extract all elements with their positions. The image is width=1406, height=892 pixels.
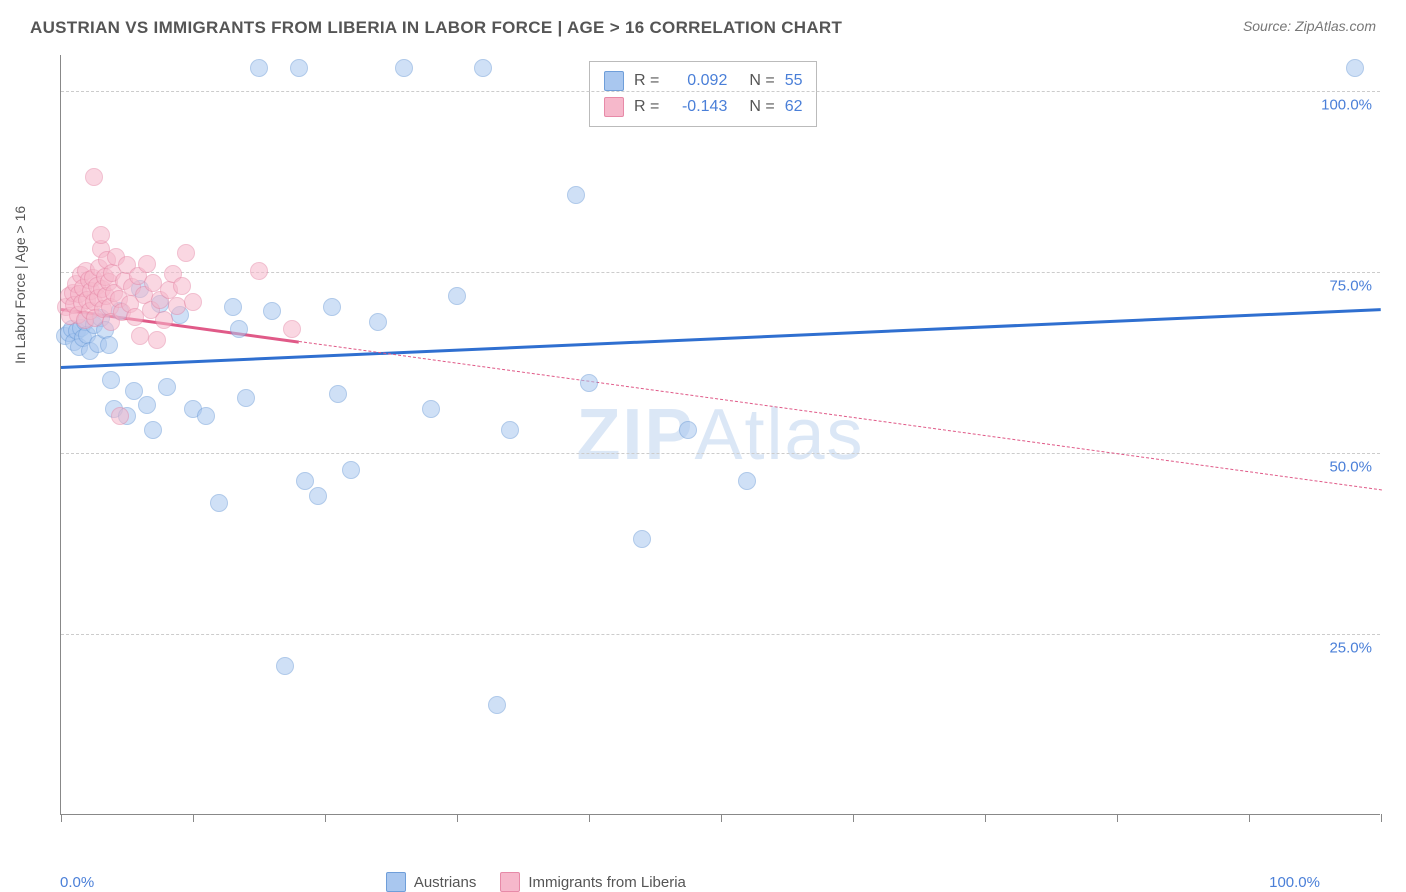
legend-n-value: 62 (785, 94, 803, 120)
data-point (738, 472, 756, 490)
gridline (61, 634, 1380, 635)
legend-item: Immigrants from Liberia (500, 872, 686, 892)
x-tick (589, 814, 590, 822)
data-point (131, 327, 149, 345)
data-point (148, 331, 166, 349)
legend-r-value: -0.143 (669, 94, 727, 120)
data-point (633, 530, 651, 548)
data-point (111, 407, 129, 425)
data-point (369, 313, 387, 331)
data-point (138, 255, 156, 273)
x-tick (853, 814, 854, 822)
gridline (61, 453, 1380, 454)
data-point (290, 59, 308, 77)
data-point (230, 320, 248, 338)
trend-line (61, 308, 1381, 369)
data-point (125, 382, 143, 400)
correlation-legend: R = 0.092 N = 55 R = -0.143 N = 62 (589, 61, 817, 127)
x-axis-max-label: 100.0% (1269, 874, 1320, 891)
x-tick (61, 814, 62, 822)
data-point (448, 287, 466, 305)
y-tick-label: 75.0% (1329, 278, 1372, 295)
series-legend: Austrians Immigrants from Liberia (386, 872, 686, 892)
page-title: AUSTRIAN VS IMMIGRANTS FROM LIBERIA IN L… (30, 18, 842, 38)
legend-n-label: N = (749, 94, 774, 120)
y-tick-label: 100.0% (1321, 97, 1372, 114)
data-point (567, 186, 585, 204)
data-point (276, 657, 294, 675)
data-point (250, 262, 268, 280)
legend-n-value: 55 (785, 68, 803, 94)
data-point (1346, 59, 1364, 77)
legend-r-label: R = (634, 68, 659, 94)
gridline (61, 91, 1380, 92)
legend-row: R = 0.092 N = 55 (604, 68, 802, 94)
data-point (102, 371, 120, 389)
trend-line (299, 341, 1382, 490)
data-point (309, 487, 327, 505)
data-point (144, 421, 162, 439)
x-tick (193, 814, 194, 822)
data-point (263, 302, 281, 320)
x-axis-row: 0.0% Austrians Immigrants from Liberia 10… (30, 872, 1380, 892)
x-tick (1381, 814, 1382, 822)
data-point (323, 298, 341, 316)
x-axis-min-label: 0.0% (60, 874, 94, 891)
data-point (92, 226, 110, 244)
data-point (85, 168, 103, 186)
y-axis-label: In Labor Force | Age > 16 (12, 206, 28, 364)
data-point (488, 696, 506, 714)
legend-swatch (500, 872, 520, 892)
data-point (237, 389, 255, 407)
legend-n-label: N = (749, 68, 774, 94)
x-tick (1249, 814, 1250, 822)
data-point (138, 396, 156, 414)
data-point (155, 311, 173, 329)
data-point (224, 298, 242, 316)
y-tick-label: 25.0% (1329, 640, 1372, 657)
data-point (329, 385, 347, 403)
legend-row: R = -0.143 N = 62 (604, 94, 802, 120)
x-tick (457, 814, 458, 822)
y-tick-label: 50.0% (1329, 459, 1372, 476)
legend-swatch (604, 71, 624, 91)
data-point (250, 59, 268, 77)
legend-item: Austrians (386, 872, 477, 892)
scatter-plot: ZIPAtlas R = 0.092 N = 55 R = -0.143 N = 62 25.… (60, 55, 1380, 815)
data-point (210, 494, 228, 512)
data-point (501, 421, 519, 439)
legend-r-label: R = (634, 94, 659, 120)
data-point (296, 472, 314, 490)
data-point (474, 59, 492, 77)
data-point (422, 400, 440, 418)
data-point (184, 293, 202, 311)
x-tick (721, 814, 722, 822)
legend-swatch (604, 97, 624, 117)
data-point (173, 277, 191, 295)
data-point (395, 59, 413, 77)
x-tick (985, 814, 986, 822)
data-point (100, 336, 118, 354)
source-attribution: Source: ZipAtlas.com (1243, 18, 1376, 34)
data-point (177, 244, 195, 262)
watermark: ZIPAtlas (576, 394, 864, 476)
chart-container: In Labor Force | Age > 16 ZIPAtlas R =0.… (30, 55, 1380, 815)
data-point (679, 421, 697, 439)
data-point (580, 374, 598, 392)
x-tick (1117, 814, 1118, 822)
data-point (283, 320, 301, 338)
x-tick (325, 814, 326, 822)
data-point (158, 378, 176, 396)
legend-r-value: 0.092 (669, 68, 727, 94)
data-point (197, 407, 215, 425)
data-point (342, 461, 360, 479)
legend-label: Austrians (414, 874, 477, 891)
legend-label: Immigrants from Liberia (528, 874, 686, 891)
legend-swatch (386, 872, 406, 892)
